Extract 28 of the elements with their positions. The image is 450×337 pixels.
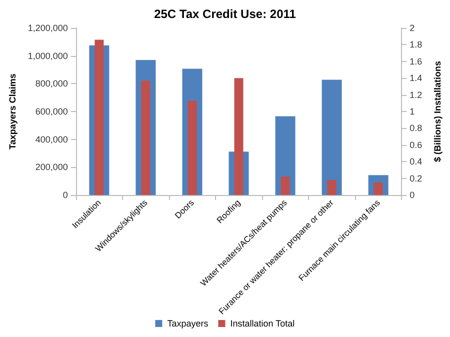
y2-tick-label: 0.2 (410, 173, 422, 184)
y2-tick-label: 0.8 (410, 123, 422, 134)
legend-label: Taxpayers (167, 318, 209, 328)
y2-tick-label: 1.6 (410, 56, 422, 66)
bar (374, 182, 383, 195)
y2-tick-label: 1 (410, 106, 415, 116)
y-tick-label: 200,000 (35, 162, 68, 172)
bar (280, 176, 290, 195)
y2-tick-label: 1.8 (410, 40, 422, 50)
y-tick-label: 600,000 (35, 106, 68, 116)
bar (322, 80, 342, 195)
bar (188, 100, 197, 195)
y2-axis-title: $ (Billions) Installations (432, 60, 442, 162)
bar (327, 180, 336, 195)
y-tick-label: 800,000 (35, 78, 68, 89)
y2-tick-label: 1.2 (410, 90, 422, 100)
y-tick-label: 1,000,000 (28, 50, 68, 61)
chart-title: 25C Tax Credit Use: 2011 (154, 7, 296, 21)
y-tick-label: 0 (62, 190, 68, 200)
y-tick-label: 1,200,000 (28, 23, 68, 33)
y2-tick-label: 2 (410, 23, 415, 33)
y2-tick-label: 1.4 (410, 73, 422, 84)
y-tick-label: 400,000 (35, 134, 68, 144)
y2-tick-label: 0.6 (410, 140, 422, 150)
y-axis-title: Taxpayers Claims (8, 74, 18, 150)
legend-label: Installation Total (230, 318, 295, 328)
y2-tick-label: 0 (410, 190, 415, 200)
y2-tick-label: 0.4 (410, 156, 422, 167)
